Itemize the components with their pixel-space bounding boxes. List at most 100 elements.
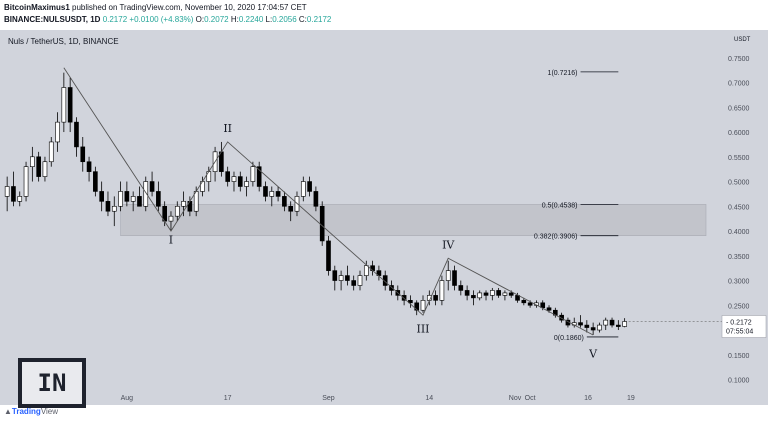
candle [458, 280, 464, 296]
candle-body [282, 196, 287, 207]
candle [382, 270, 388, 291]
candle-body [527, 302, 533, 306]
candle [263, 181, 268, 202]
candle-body [36, 156, 41, 177]
y-tick-label: 0.3500 [728, 254, 750, 261]
candle [578, 315, 583, 328]
candle-body [357, 275, 363, 286]
candle-body [48, 141, 54, 163]
candle [143, 176, 149, 212]
candle-body [256, 166, 262, 187]
candle [496, 287, 501, 298]
candle-body [521, 300, 527, 304]
price-axis[interactable] [720, 30, 768, 405]
last-price-tag [721, 315, 767, 338]
ohlc-close-value: 0.2172 [306, 15, 332, 24]
time-axis[interactable] [0, 390, 720, 405]
candle-body [105, 201, 111, 212]
candle-body [168, 215, 174, 222]
candle [433, 290, 438, 306]
candle-body [124, 191, 130, 202]
candle [477, 290, 483, 301]
candle [105, 191, 111, 217]
candle [609, 317, 615, 328]
candle-body [363, 265, 369, 276]
candle [80, 136, 86, 172]
y-tick-label: 0.7000 [728, 81, 750, 88]
candle-body [61, 87, 67, 123]
candle [30, 146, 35, 182]
candle-body [313, 191, 319, 207]
y-tick-label: 0.6000 [728, 130, 750, 137]
y-tick-label: 0.3000 [728, 279, 750, 286]
candle [99, 181, 104, 212]
candle-body [490, 290, 495, 296]
candle [48, 136, 54, 167]
candle-body [345, 275, 350, 281]
candle-body [590, 327, 596, 331]
candle-body [433, 295, 438, 301]
candle-body [546, 307, 552, 311]
candle [282, 191, 287, 212]
ohlc-close-label: C: [298, 15, 307, 24]
price-chart[interactable]: Nuls / TetherUS, 1D, BINANCE USDT IIIIII… [0, 30, 768, 405]
candle-body [23, 166, 29, 197]
candle [67, 77, 73, 133]
candle-body [174, 205, 180, 217]
candle-body [326, 240, 331, 271]
candle-body [275, 191, 281, 197]
fib-zone [120, 204, 707, 236]
candle-body [74, 121, 79, 148]
fib-level-label: 0.5(0.4538) [542, 202, 578, 209]
candle [11, 171, 16, 207]
candle [445, 260, 451, 291]
candle [61, 72, 67, 133]
candle [490, 287, 495, 301]
y-tick-label: 0.4500 [728, 204, 750, 211]
x-tick-label: 14 [425, 395, 433, 402]
ohlc-open-value: 0.2072 [204, 15, 229, 24]
countdown-label: 07:55:04 [726, 329, 753, 336]
candle [156, 181, 161, 212]
candle-body [11, 186, 16, 202]
candle [452, 265, 457, 291]
candle-body [300, 181, 306, 197]
tradingview-logo-icon: ▲ [4, 407, 12, 416]
candle-body [225, 171, 230, 182]
candle [74, 117, 79, 157]
candle-body [584, 324, 590, 328]
tradingview-logo[interactable]: ▲TradingView [4, 407, 59, 416]
candle-body [477, 292, 483, 299]
candle [86, 156, 92, 182]
wave-label-iv: IV [442, 238, 455, 251]
last-price: 0.2172 [102, 15, 128, 24]
wave-label-ii: II [223, 122, 232, 135]
candle-body [338, 275, 344, 281]
candle-body [269, 191, 275, 197]
publisher-name[interactable]: BitcoinMaximus1 [4, 3, 70, 12]
candle-body [143, 181, 149, 207]
candle-body [408, 300, 413, 304]
candle [23, 161, 29, 202]
y-tick-label: 0.5500 [728, 155, 750, 162]
publish-details: published on TradingView.com, November 1… [69, 3, 307, 12]
candle [174, 201, 180, 222]
candle [168, 211, 174, 232]
x-tick-label: 19 [627, 395, 635, 402]
candle [269, 186, 275, 207]
x-tick-label: Oct [525, 395, 536, 402]
watermark-logo: IN [18, 358, 86, 408]
candle [42, 156, 48, 182]
wave-line [63, 67, 594, 336]
y-tick-label: 0.6500 [728, 105, 750, 112]
candle [326, 235, 331, 276]
candle-body [483, 292, 489, 296]
candle [93, 166, 98, 197]
candle [590, 322, 596, 335]
candle [483, 290, 489, 301]
candle [244, 176, 249, 197]
candle-body [439, 280, 445, 301]
candle-body [93, 171, 98, 192]
candle [420, 295, 426, 313]
candle-body [42, 161, 48, 177]
